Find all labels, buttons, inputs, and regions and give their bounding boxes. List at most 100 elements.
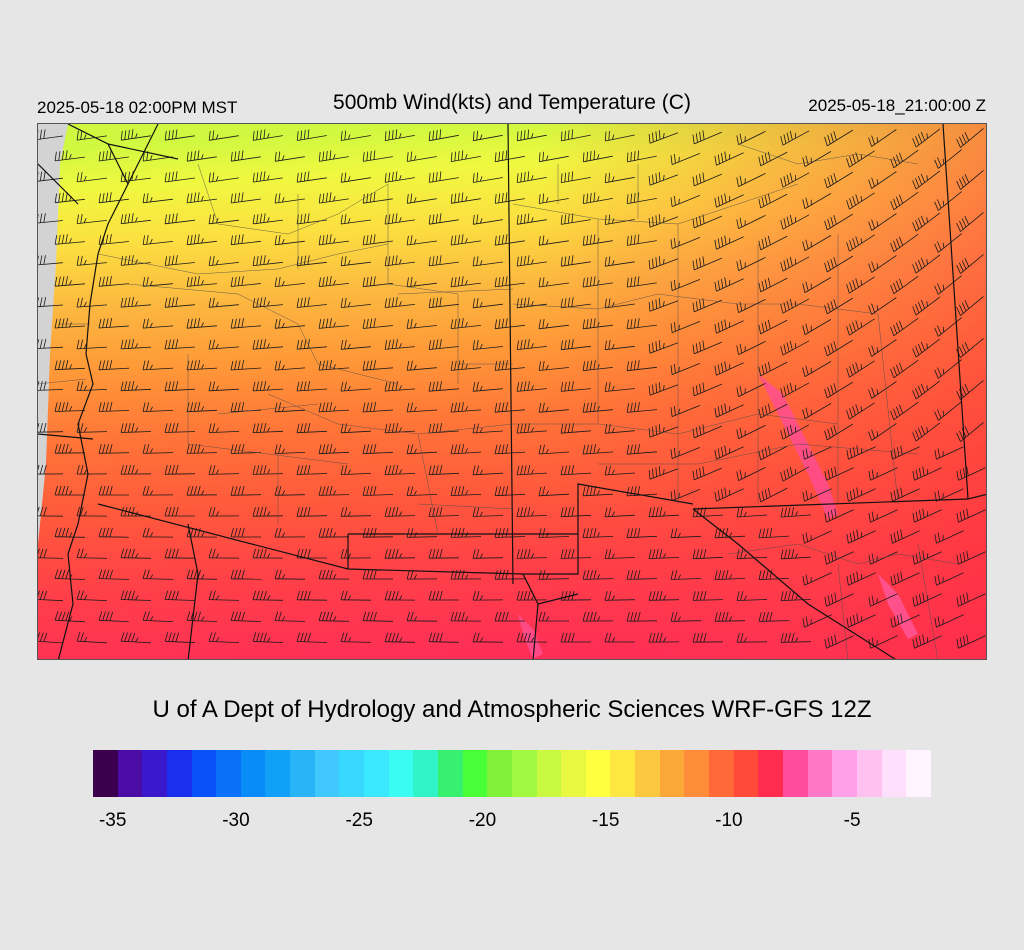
wind-barb (956, 592, 986, 607)
wind-barb (472, 549, 504, 559)
wind-barb (538, 360, 569, 371)
wind-barb (450, 611, 482, 622)
wind-barb (560, 129, 591, 142)
wind-barb (252, 506, 284, 517)
wind-barb (868, 213, 897, 231)
wind-barb (274, 444, 306, 454)
wind-barb (98, 402, 130, 412)
wind-barb (692, 130, 722, 145)
wind-barb (780, 549, 812, 560)
wind-barb (516, 171, 547, 183)
wind-barb (780, 466, 810, 482)
wind-barb (912, 380, 941, 400)
wind-barb (318, 569, 350, 580)
wind-barb (120, 464, 152, 475)
colorbar-swatch (610, 750, 636, 797)
wind-barb (846, 276, 875, 294)
wind-barb (912, 466, 942, 481)
wind-barb (76, 213, 107, 224)
wind-barb (780, 591, 812, 601)
wind-barb (912, 338, 941, 358)
wind-barb (890, 487, 920, 502)
wind-barb (714, 277, 744, 292)
wind-barb (406, 360, 437, 371)
wind-barb (516, 129, 547, 142)
wind-barb (472, 507, 504, 517)
wind-barb (604, 298, 635, 309)
wind-barb (714, 361, 744, 376)
wind-barb (626, 234, 657, 246)
wind-barb (670, 612, 702, 622)
wind-barb (758, 570, 790, 580)
wind-barb (208, 130, 239, 141)
wind-barb (890, 275, 919, 295)
wind-barb (274, 235, 305, 246)
wind-barb (472, 632, 504, 643)
wind-barb (582, 234, 613, 246)
wind-barb (670, 195, 701, 207)
wind-barb (362, 150, 393, 162)
wind-barb (736, 591, 768, 601)
wind-barb (538, 444, 570, 455)
wind-barb (714, 193, 744, 208)
wind-barb (780, 298, 810, 314)
wind-barb (76, 381, 108, 391)
wind-barb (890, 401, 919, 421)
wind-barb (428, 590, 459, 601)
wind-barb (318, 611, 350, 622)
wind-barb (76, 297, 108, 308)
wind-barb (516, 255, 547, 267)
wind-barb (846, 613, 876, 628)
wind-barb (274, 360, 306, 371)
wind-barb (736, 467, 766, 481)
wind-barb (186, 150, 217, 162)
wind-barb (824, 592, 854, 607)
wind-barb (186, 402, 218, 413)
wind-barb (76, 590, 108, 601)
wind-barb (340, 256, 371, 267)
wind-barb (76, 255, 107, 266)
wind-barb (560, 255, 591, 267)
wind-barb (956, 466, 986, 481)
wind-barb (76, 172, 107, 183)
wind-barb (98, 485, 129, 496)
wind-barb (362, 486, 394, 496)
wind-barb (252, 590, 284, 601)
wind-barb (780, 507, 812, 518)
wind-barb (208, 297, 239, 308)
wind-barb (186, 569, 218, 580)
wind-barb (384, 213, 415, 225)
wind-barb (428, 297, 459, 309)
wind-barb (824, 129, 854, 147)
colorbar-swatch (684, 750, 710, 797)
wind-barb (758, 277, 788, 293)
wind-barb (868, 255, 897, 273)
wind-barb (142, 485, 174, 496)
wind-barb (582, 569, 614, 580)
wind-barb (648, 214, 679, 228)
wind-barb (780, 382, 810, 398)
wind-barb (736, 299, 766, 313)
wind-barb (230, 192, 261, 204)
colorbar-swatch (536, 750, 562, 797)
wind-barb (208, 590, 240, 601)
wind-barb (802, 277, 832, 293)
wind-barb (186, 611, 218, 622)
wind-barb (362, 360, 394, 371)
wind-barb (516, 381, 547, 392)
wind-barb (516, 423, 548, 434)
wind-barb (670, 279, 701, 291)
wind-barb (648, 298, 679, 312)
temperature-colorbar (93, 750, 931, 797)
wind-barb (560, 507, 592, 518)
wind-barb (824, 171, 854, 189)
wind-barb (846, 571, 876, 586)
wind-barb (54, 276, 86, 287)
wind-barb (384, 171, 415, 183)
wind-barb (868, 509, 898, 523)
colorbar-tick-label: -15 (591, 810, 620, 831)
wind-barb (846, 150, 875, 168)
wind-barb (472, 172, 503, 183)
wind-barb (692, 256, 722, 271)
wind-barb (406, 318, 437, 329)
